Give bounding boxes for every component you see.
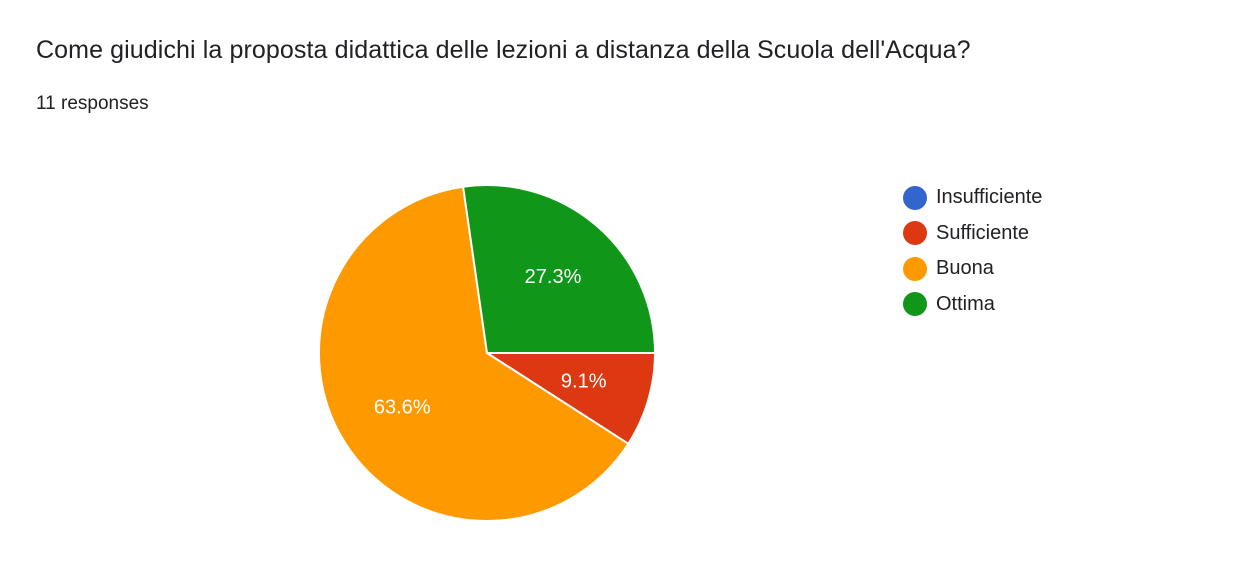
legend-item-sufficiente[interactable]: Sufficiente [903,216,1042,252]
legend-item-insufficiente[interactable]: Insufficiente [903,180,1042,216]
legend-label: Ottima [936,292,995,315]
legend-swatch [903,185,927,210]
legend-label: Buona [936,257,994,280]
pie-slice-ottima[interactable] [462,184,656,354]
slice-label-ottima: 27.3% [525,266,582,288]
slice-label-sufficiente: 9.1% [561,370,607,392]
legend-label: Sufficiente [936,221,1030,244]
pie-slice-buona[interactable] [318,185,630,522]
chart-legend: Insufficiente Sufficiente Buona Ottima [903,180,1042,322]
question-title: Come giudichi la proposta didattica dell… [36,36,971,64]
legend-label: Insufficiente [936,186,1043,209]
response-count: 11 responses [36,93,149,114]
legend-swatch [903,292,927,317]
legend-item-buona[interactable]: Buona [903,251,1042,287]
legend-swatch [903,256,927,281]
legend-swatch [903,221,927,246]
legend-item-ottima[interactable]: Ottima [903,287,1042,323]
slice-label-buona: 63.6% [374,397,431,419]
pie-slice-sufficiente[interactable] [486,352,656,445]
